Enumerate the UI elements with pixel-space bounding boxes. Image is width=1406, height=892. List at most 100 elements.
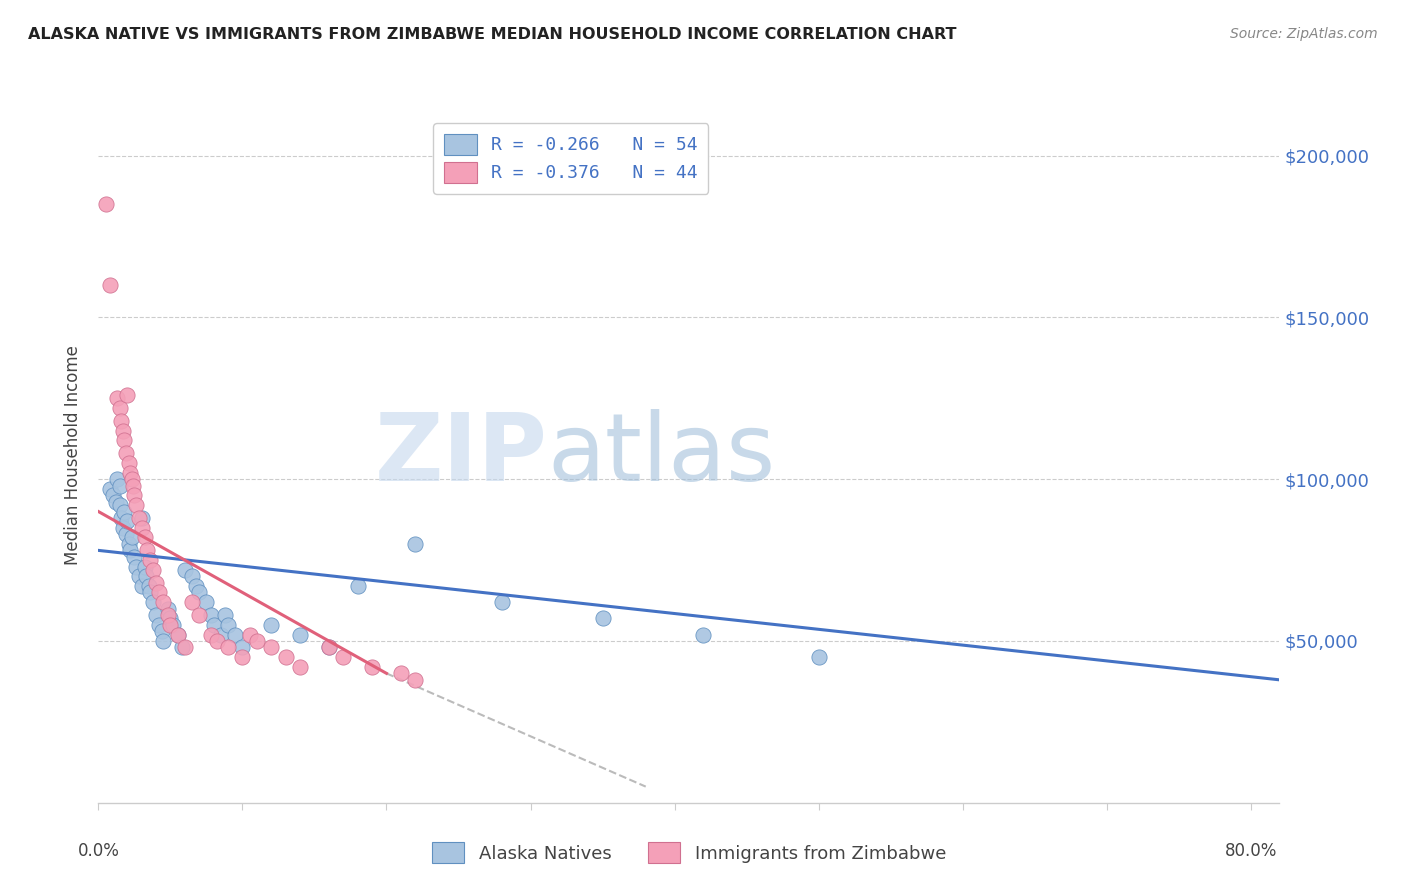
Point [346,579,368,593]
Point [121,531,143,545]
Point [188,585,211,599]
Point [110,414,132,428]
Point [209,627,232,641]
Point [120,543,142,558]
Point [128,511,150,525]
Point [124,488,146,502]
Point [202,617,225,632]
Point [131,511,153,525]
Point [162,617,184,632]
Text: 80.0%: 80.0% [1225,842,1277,860]
Point [152,595,174,609]
Legend: Alaska Natives, Immigrants from Zimbabwe: Alaska Natives, Immigrants from Zimbabwe [425,835,953,871]
Point [389,666,412,681]
Point [195,595,218,609]
Point [112,434,135,448]
Point [186,579,208,593]
Point [111,424,134,438]
Point [98,482,121,496]
Point [491,595,513,609]
Point [159,617,181,632]
Point [288,627,311,641]
Point [170,640,193,655]
Point [114,527,136,541]
Point [692,627,714,641]
Point [136,543,159,558]
Point [114,446,136,460]
Point [145,575,167,590]
Point [166,627,188,641]
Point [156,608,179,623]
Point [108,478,131,492]
Text: ALASKA NATIVE VS IMMIGRANTS FROM ZIMBABWE MEDIAN HOUSEHOLD INCOME CORRELATION CH: ALASKA NATIVE VS IMMIGRANTS FROM ZIMBABW… [28,27,956,42]
Point [288,660,311,674]
Text: atlas: atlas [547,409,776,501]
Point [145,608,167,623]
Point [104,495,127,509]
Point [807,650,830,665]
Point [139,553,162,567]
Point [138,579,160,593]
Point [115,514,138,528]
Point [110,511,132,525]
Point [148,585,170,599]
Y-axis label: Median Household Income: Median Household Income [65,345,83,565]
Point [224,627,246,641]
Point [118,456,141,470]
Point [166,627,188,641]
Point [122,478,145,492]
Point [150,624,173,639]
Point [361,660,384,674]
Point [260,617,283,632]
Point [217,640,239,655]
Point [200,627,222,641]
Point [142,595,165,609]
Point [173,563,195,577]
Point [318,640,340,655]
Text: 0.0%: 0.0% [77,842,120,860]
Point [231,640,253,655]
Point [246,634,269,648]
Text: Source: ZipAtlas.com: Source: ZipAtlas.com [1230,27,1378,41]
Point [105,472,128,486]
Point [98,278,121,293]
Point [274,650,297,665]
Point [404,537,426,551]
Point [112,504,135,518]
Point [200,608,222,623]
Point [332,650,354,665]
Point [120,466,142,480]
Point [124,549,146,564]
Point [156,601,179,615]
Point [239,627,262,641]
Point [231,650,253,665]
Point [173,640,195,655]
Point [125,498,148,512]
Point [115,388,138,402]
Point [148,617,170,632]
Point [318,640,340,655]
Point [105,392,128,406]
Point [131,521,153,535]
Point [108,498,131,512]
Point [181,569,204,583]
Point [134,559,156,574]
Point [139,585,162,599]
Point [111,521,134,535]
Point [404,673,426,687]
Point [134,531,156,545]
Point [108,401,131,415]
Text: ZIP: ZIP [374,409,547,501]
Point [260,640,283,655]
Point [181,595,204,609]
Point [217,617,239,632]
Point [121,472,143,486]
Point [125,559,148,574]
Point [152,634,174,648]
Point [135,569,157,583]
Point [94,197,117,211]
Point [205,634,228,648]
Point [214,608,236,623]
Point [592,611,614,625]
Point [159,611,181,625]
